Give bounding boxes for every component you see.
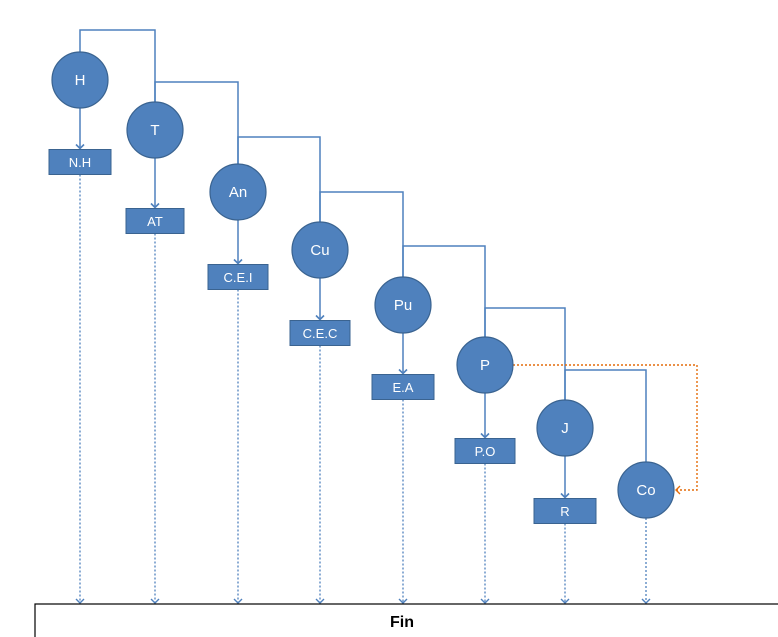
result-box-pu <box>371 374 435 400</box>
result-box-label: R <box>560 504 569 519</box>
node-circle-pu <box>374 276 432 334</box>
node-label-cu: Cu <box>310 242 329 259</box>
result-box-label: P.O <box>475 444 496 459</box>
node-label-an: An <box>229 184 247 201</box>
node-circle-j <box>536 399 594 457</box>
result-box-label: AT <box>147 214 163 229</box>
node-circle-an <box>209 163 267 221</box>
node-circle-t <box>126 101 184 159</box>
connector-line <box>564 369 647 462</box>
connector-line <box>319 191 404 277</box>
result-box-label: C.E.C <box>303 326 338 341</box>
node-label-t: T <box>150 122 159 139</box>
shapes-layer: H N.H T AT An C.E.I Cu C.E.C Pu E.A P P.O J R Co <box>48 51 675 524</box>
feedback-arrow <box>513 364 698 495</box>
connector-line <box>402 245 486 337</box>
fin-box: Fin <box>34 603 778 637</box>
node-circle-co <box>617 461 675 519</box>
fin-label: Fin <box>390 614 414 631</box>
connector-line <box>237 136 321 222</box>
connector-line <box>79 29 156 102</box>
node-circle-h <box>51 51 109 109</box>
connector-line <box>154 81 239 164</box>
dotted-arrows-layer <box>75 174 651 604</box>
connector-line <box>484 307 566 400</box>
node-label-h: H <box>75 72 86 89</box>
result-box-label: N.H <box>69 155 91 170</box>
result-box-p <box>454 438 516 464</box>
node-label-p: P <box>480 357 490 374</box>
result-box-j <box>533 498 597 524</box>
result-box-h <box>48 149 112 175</box>
result-box-t <box>125 208 185 234</box>
node-label-pu: Pu <box>394 297 412 314</box>
node-label-j: J <box>561 420 569 437</box>
node-circle-p <box>456 336 514 394</box>
result-box-label: C.E.I <box>224 270 253 285</box>
result-box-label: E.A <box>393 380 414 395</box>
result-box-cu <box>289 320 351 346</box>
node-circle-cu <box>291 221 349 279</box>
fin-rect <box>34 603 778 637</box>
result-box-an <box>207 264 269 290</box>
connectors-layer <box>75 29 698 499</box>
node-label-co: Co <box>636 482 655 499</box>
